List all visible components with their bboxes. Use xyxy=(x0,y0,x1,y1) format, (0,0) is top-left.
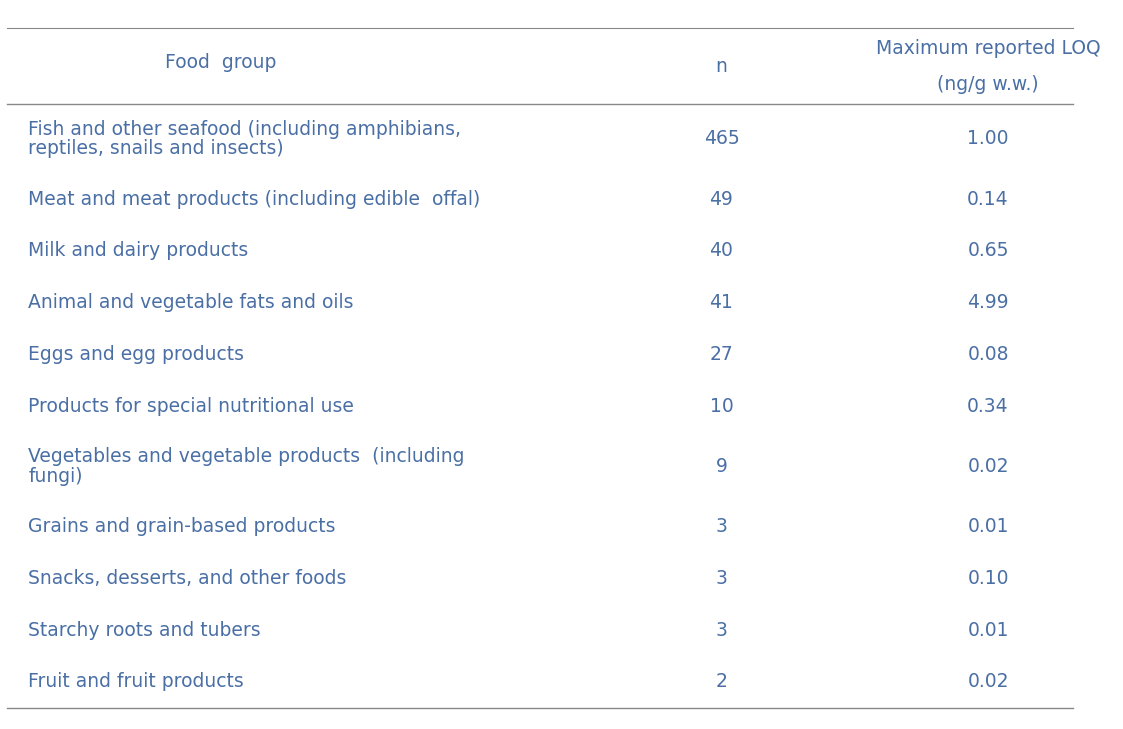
Text: Grains and grain-based products: Grains and grain-based products xyxy=(28,517,336,537)
Text: 27: 27 xyxy=(710,345,733,364)
Text: Milk and dairy products: Milk and dairy products xyxy=(28,241,248,260)
Text: 0.02: 0.02 xyxy=(967,457,1008,476)
Text: 0.65: 0.65 xyxy=(967,241,1008,260)
Text: Snacks, desserts, and other foods: Snacks, desserts, and other foods xyxy=(28,569,347,588)
Text: 3: 3 xyxy=(715,517,728,537)
Text: (ng/g w.w.): (ng/g w.w.) xyxy=(938,74,1039,94)
Text: Food  group: Food group xyxy=(165,53,276,72)
Text: Maximum reported LOQ: Maximum reported LOQ xyxy=(876,39,1101,58)
Text: Products for special nutritional use: Products for special nutritional use xyxy=(28,397,354,416)
Text: 10: 10 xyxy=(710,397,733,416)
Text: Meat and meat products (including edible  offal): Meat and meat products (including edible… xyxy=(28,190,481,208)
Text: 0.01: 0.01 xyxy=(967,620,1008,639)
Text: 0.01: 0.01 xyxy=(967,517,1008,537)
Text: 1.00: 1.00 xyxy=(967,129,1008,148)
Text: reptiles, snails and insects): reptiles, snails and insects) xyxy=(28,139,284,158)
Text: 40: 40 xyxy=(710,241,733,260)
Text: fungi): fungi) xyxy=(28,467,83,486)
Text: Eggs and egg products: Eggs and egg products xyxy=(28,345,245,364)
Text: 2: 2 xyxy=(715,672,728,691)
Text: 465: 465 xyxy=(704,129,739,148)
Text: Starchy roots and tubers: Starchy roots and tubers xyxy=(28,620,261,639)
Text: 3: 3 xyxy=(715,569,728,588)
Text: 0.14: 0.14 xyxy=(967,190,1008,208)
Text: 9: 9 xyxy=(715,457,728,476)
Text: Vegetables and vegetable products  (including: Vegetables and vegetable products (inclu… xyxy=(28,447,465,467)
Text: 0.10: 0.10 xyxy=(967,569,1008,588)
Text: n: n xyxy=(715,57,728,76)
Text: 0.34: 0.34 xyxy=(967,397,1008,416)
Text: 49: 49 xyxy=(710,190,733,208)
Text: 0.08: 0.08 xyxy=(967,345,1008,364)
Text: Fruit and fruit products: Fruit and fruit products xyxy=(28,672,244,691)
Text: Fish and other seafood (including amphibians,: Fish and other seafood (including amphib… xyxy=(28,120,462,139)
Text: 0.02: 0.02 xyxy=(967,672,1008,691)
Text: 41: 41 xyxy=(710,293,733,312)
Text: 3: 3 xyxy=(715,620,728,639)
Text: Animal and vegetable fats and oils: Animal and vegetable fats and oils xyxy=(28,293,354,312)
Text: 4.99: 4.99 xyxy=(967,293,1008,312)
